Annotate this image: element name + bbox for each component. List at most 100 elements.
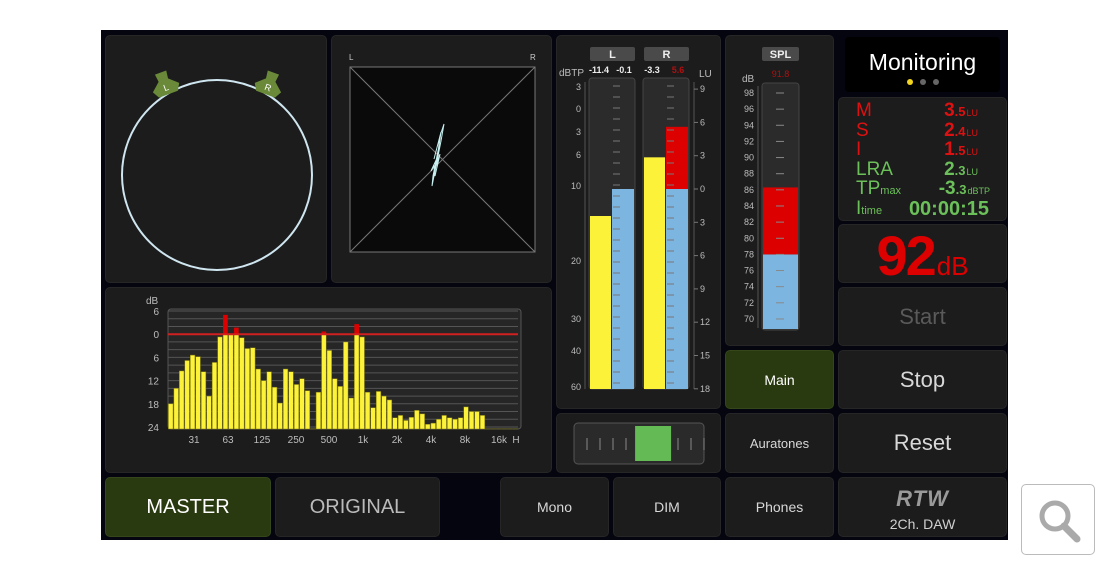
rta-bar [468,411,475,430]
rta-y-tick: 12 [148,377,160,388]
rta-y-tick: 6 [153,353,159,364]
rta-bar [441,415,447,430]
zoom-button[interactable] [1021,484,1095,555]
dim-button[interactable]: DIM [613,477,721,537]
stereo-field-panel: L R [105,35,327,283]
rta-bar [332,378,338,430]
rta-bar [272,386,278,430]
dbtp-unit-label: dBTP [559,68,584,79]
rta-bar [381,395,387,430]
rta-bar [414,410,420,430]
dbtp-tick: 20 [571,256,581,266]
rta-bar [326,350,332,430]
main-speaker-button[interactable]: Main [725,350,834,409]
rta-x-tick: 2k [392,435,404,446]
loudness-label: Itime [856,197,883,219]
spl-header-bg [762,47,799,61]
rta-bar [447,417,453,430]
page-dot[interactable] [932,79,939,85]
spl-unit: dB [742,74,755,85]
monitoring-header[interactable]: Monitoring [845,37,1000,92]
dbtp-tick: 3 [576,82,581,92]
lu-tick: 9 [700,84,705,94]
rta-bar-over [234,327,239,335]
right-channel-header-bg [644,47,689,61]
loudness-row: Itime 00:00:15 [839,197,1006,220]
loudness-value: -3.3dBTP [938,178,990,199]
vectorscope-display: L R [349,53,536,253]
rta-bar [354,333,360,430]
loudness-row: TPmax -3.3dBTP [839,179,1006,199]
reset-button[interactable]: Reset [838,413,1007,473]
loudness-value: 00:00:15 [908,197,989,220]
preset-button[interactable]: RTW 2Ch. DAW [838,477,1007,537]
dbtp-tick: 30 [571,314,581,324]
page-dot[interactable] [919,79,926,85]
spl-big-value: 92 [876,224,936,287]
rta-bar [299,378,305,430]
magnifier-icon [1039,500,1081,543]
rta-bar [359,336,365,430]
left-channel-header: L [609,49,616,61]
auratones-button[interactable]: Auratones [725,413,834,473]
spl-bar-red [763,187,798,255]
spl-meter: SPL dB 91.8 98 96 94 92 90 88 86 84 82 80 78 76 74 72 70 [742,47,800,331]
svg-text:R: R [263,82,273,94]
dbtp-tick: 10 [571,181,581,191]
rta-bar [463,406,469,430]
rta-x-tick: 250 [288,435,305,446]
spl-tick: 92 [744,136,754,146]
phones-button[interactable]: Phones [725,477,834,537]
spl-tick: 84 [744,201,754,211]
stereo-field-display: L R [121,70,313,271]
vectorscope-panel: L R [331,35,552,283]
loudness-label: S [856,119,869,141]
rta-bar [266,371,272,430]
true-peak-bar [590,216,611,389]
rta-bar [244,348,250,430]
lu-unit-label: LU [699,69,712,80]
spl-tick: 70 [744,314,754,324]
stop-button[interactable]: Stop [838,350,1007,409]
rta-panel: dB 6 0 6 12 18 24 31 63 125 250 500 1k 2k 4k 8k 16k H [105,287,552,473]
true-peak-bar [644,157,665,389]
rta-bar [293,384,300,430]
page-dot-active[interactable] [906,79,913,85]
mono-button[interactable]: Mono [500,477,609,537]
left-channel-header-bg [590,47,635,61]
master-button[interactable]: MASTER [105,477,271,537]
meter-readout: 5.6 [672,65,685,75]
lu-tick: 6 [700,251,705,261]
rta-bar [321,333,327,430]
page-indicator[interactable] [845,79,1000,85]
original-button[interactable]: ORIGINAL [275,477,440,537]
meter-readout: -3.3 [644,65,660,75]
rta-x-tick: 125 [254,435,271,446]
rta-x-tick: 16k [491,435,508,446]
start-button[interactable]: Start [838,287,1007,346]
spl-tick: 80 [744,233,754,243]
rta-bar [200,371,207,430]
volume-slider[interactable] [557,414,722,474]
loudness-values-panel: M 3.5LU S 2.4LU I 1.5LU LRA 2.3LU TPmax -3.3… [838,97,1007,221]
spl-tick: 74 [744,282,754,292]
rta-x-tick: 8k [460,435,472,446]
rta-bar [474,411,480,430]
svg-text:L: L [162,82,170,93]
diagonal-line [349,66,536,253]
vectorscope-left-label: L [349,53,354,62]
spl-header: SPL [770,49,792,61]
rta-bar [206,395,212,430]
rta-bar-over [321,331,327,335]
loudness-over-bar [666,126,688,189]
rta-bar [179,370,185,430]
slider-thumb[interactable] [635,426,672,461]
rta-bar [211,362,218,430]
rta-bar [282,368,289,430]
loudness-label: LRA [856,158,893,180]
spl-tick: 96 [744,104,754,114]
spl-tick: 76 [744,266,754,276]
lu-tick: 3 [700,151,705,161]
